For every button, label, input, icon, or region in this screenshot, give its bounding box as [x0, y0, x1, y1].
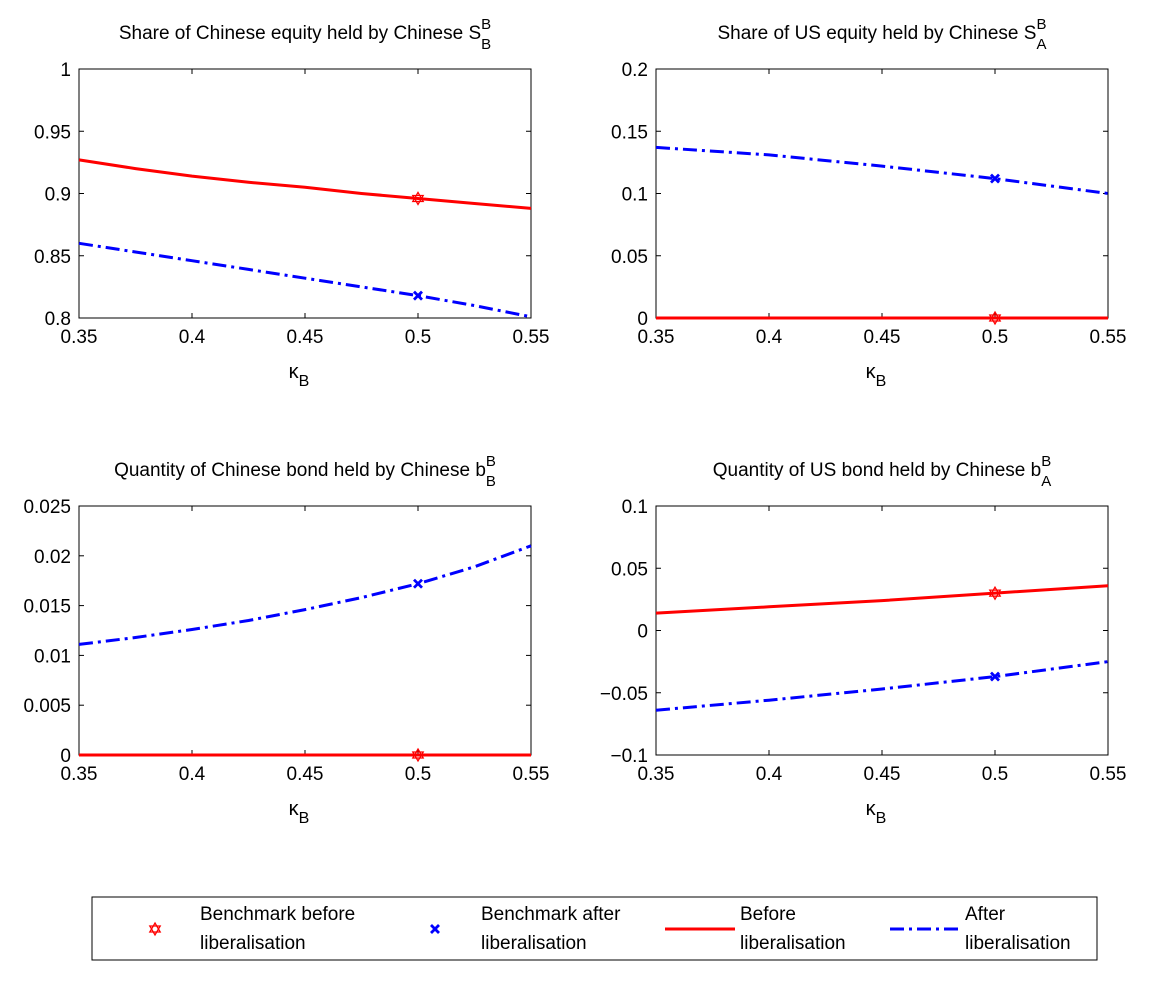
title-symbol-sub: A — [1041, 473, 1051, 490]
chart-title: Quantity of Chinese bond held by Chinese… — [114, 453, 496, 490]
title-symbol: S — [468, 23, 481, 44]
title-symbol: S — [1024, 23, 1037, 44]
x-tick-label: 0.35 — [61, 327, 98, 348]
x-axis-label: κB — [866, 798, 887, 827]
x-tick-label: 0.55 — [1090, 764, 1127, 785]
chart-title-text: Share of Chinese equity held by Chinese — [119, 23, 463, 44]
x-tick-label: 0.45 — [864, 327, 901, 348]
plot-area — [656, 506, 1108, 755]
legend-label-line2: liberalisation — [200, 933, 306, 954]
series-line-before — [79, 160, 531, 209]
y-tick-label: 0.9 — [45, 185, 71, 206]
y-tick-label: −0.05 — [600, 684, 648, 705]
x-axis-label: κB — [866, 361, 887, 390]
x-axis-label: κB — [289, 361, 310, 390]
y-tick-label: 0.2 — [622, 60, 648, 81]
y-tick-label: 0.1 — [622, 497, 648, 518]
x-tick-label: 0.55 — [1090, 327, 1127, 348]
legend-label-line1: After — [965, 904, 1006, 925]
x-tick-label: 0.45 — [287, 327, 324, 348]
x-tick-label: 0.4 — [756, 327, 783, 348]
x-tick-label: 0.45 — [864, 764, 901, 785]
x-tick-label: 0.5 — [405, 327, 431, 348]
y-tick-label: 0.015 — [23, 597, 71, 618]
x-tick-label: 0.5 — [405, 764, 431, 785]
x-tick-label: 0.55 — [513, 327, 550, 348]
title-symbol-sup: B — [481, 16, 491, 33]
series-line-after — [79, 243, 531, 316]
y-tick-label: 0.1 — [622, 185, 648, 206]
series-line-after — [656, 147, 1108, 193]
y-tick-label: 0.005 — [23, 696, 71, 717]
y-tick-label: 0.85 — [34, 247, 71, 268]
x-tick-label: 0.35 — [638, 327, 675, 348]
y-tick-label: 0.05 — [611, 559, 648, 580]
chart-panel-1: 0.35 0.4 0.45 0.5 0.55 0.8 0.85 0.9 0.95 1 Share o… — [34, 16, 549, 390]
y-tick-label: 0 — [637, 309, 648, 330]
y-tick-label: 0.05 — [611, 247, 648, 268]
x-tick-label: 0.5 — [982, 764, 1008, 785]
title-symbol-sub: A — [1036, 36, 1046, 53]
x-tick-label: 0.5 — [982, 327, 1008, 348]
title-symbol-sup: B — [1041, 453, 1051, 470]
chart-panel-2: 0.35 0.4 0.45 0.5 0.55 0 0.05 0.1 0.15 0.2 Share o… — [611, 16, 1126, 390]
plot-area — [656, 69, 1108, 318]
x-axis-label-sub: B — [876, 373, 887, 390]
series-line-before — [656, 586, 1108, 613]
chart-title-text: Quantity of Chinese bond held by Chinese — [114, 460, 470, 481]
y-tick-label: 0 — [60, 746, 71, 767]
title-symbol-sup: B — [486, 453, 496, 470]
x-tick-label: 0.45 — [287, 764, 324, 785]
legend-label-line1: Benchmark before — [200, 904, 355, 925]
chart-title-text: Share of US equity held by Chinese — [717, 23, 1018, 44]
title-symbol-sub: B — [481, 36, 491, 53]
chart-title: Share of Chinese equity held by Chinese … — [119, 16, 491, 53]
chart-panel-4: 0.35 0.4 0.45 0.5 0.55 −0.1 −0.05 0 0.05 0.1 Quant… — [600, 453, 1127, 827]
title-symbol-sup: B — [1036, 16, 1046, 33]
plot-area — [79, 69, 531, 318]
y-tick-label: 0.02 — [34, 547, 71, 568]
series-line-after — [79, 546, 531, 645]
legend-label-line2: liberalisation — [481, 933, 587, 954]
y-tick-label: 0.025 — [23, 497, 71, 518]
legend-label-line2: liberalisation — [740, 933, 846, 954]
y-tick-label: 0 — [637, 622, 648, 643]
title-symbol: b — [1031, 460, 1042, 481]
x-tick-label: 0.35 — [638, 764, 675, 785]
x-tick-label: 0.55 — [513, 764, 550, 785]
chart-title-text: Quantity of US bond held by Chinese — [713, 460, 1026, 481]
y-tick-label: −0.1 — [610, 746, 648, 767]
x-axis-label-sub: B — [876, 810, 887, 827]
legend-label-line1: Before — [740, 904, 796, 925]
chart-title: Share of US equity held by Chinese SB A — [717, 16, 1046, 53]
y-tick-label: 1 — [60, 60, 71, 81]
x-tick-label: 0.4 — [756, 764, 783, 785]
legend-label-line1: Benchmark after — [481, 904, 621, 925]
x-tick-label: 0.35 — [61, 764, 98, 785]
x-axis-label-sub: B — [299, 373, 310, 390]
y-tick-label: 0.15 — [611, 122, 648, 143]
x-tick-label: 0.4 — [179, 327, 206, 348]
y-tick-label: 0.95 — [34, 122, 71, 143]
legend-label-line2: liberalisation — [965, 933, 1071, 954]
chart-title: Quantity of US bond held by Chinese bB A — [713, 453, 1052, 490]
chart-panel-3: 0.35 0.4 0.45 0.5 0.55 0 0.005 0.01 0.015 0.02 0.0… — [23, 453, 549, 827]
title-symbol: b — [475, 460, 486, 481]
plot-area — [79, 506, 531, 755]
x-axis-label-sub: B — [299, 810, 310, 827]
title-symbol-sub: B — [486, 473, 496, 490]
x-tick-label: 0.4 — [179, 764, 206, 785]
y-tick-label: 0.8 — [45, 309, 71, 330]
legend: Benchmark before liberalisation Benchmark … — [92, 897, 1097, 960]
series-line-after — [656, 662, 1108, 711]
benchmark-after-marker — [414, 580, 422, 588]
x-axis-label: κB — [289, 798, 310, 827]
y-tick-label: 0.01 — [34, 646, 71, 667]
